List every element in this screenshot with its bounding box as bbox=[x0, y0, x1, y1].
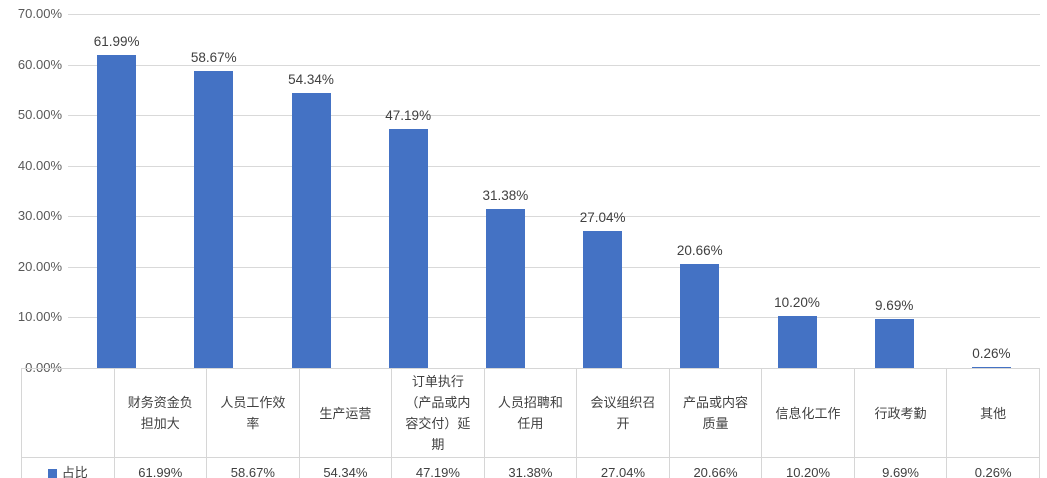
series-legend-label: 占比 bbox=[61, 464, 88, 478]
y-axis-tick-label: 50.00% bbox=[17, 107, 62, 123]
gridline bbox=[68, 317, 1040, 319]
bar-1 bbox=[97, 54, 137, 368]
bar-9 bbox=[874, 318, 914, 368]
series-value-cell: 20.66% bbox=[668, 457, 763, 478]
bar-7 bbox=[680, 263, 720, 368]
series-value-cell: 27.04% bbox=[576, 457, 670, 478]
bar-8 bbox=[777, 316, 817, 368]
y-axis-tick-label: 30.00% bbox=[17, 208, 62, 224]
bar-5 bbox=[485, 209, 525, 368]
bar-value-label: 58.67% bbox=[190, 50, 237, 66]
bar-value-label: 31.38% bbox=[482, 188, 529, 204]
table-corner-cell bbox=[21, 368, 115, 458]
bar-value-label: 61.99% bbox=[93, 33, 140, 49]
series-value-cell: 31.38% bbox=[483, 457, 578, 478]
y-axis-tick-label: 40.00% bbox=[17, 157, 62, 173]
category-header-cell: 订单执行（产品或内容交付）延期 bbox=[391, 368, 485, 458]
category-header-cell: 产品或内容质量 bbox=[668, 368, 763, 458]
y-axis-tick-label: 10.00% bbox=[17, 309, 62, 325]
category-header-cell: 其他 bbox=[946, 368, 1040, 458]
series-value-cell: 10.20% bbox=[761, 457, 855, 478]
bar-value-label: 10.20% bbox=[774, 295, 820, 311]
gridline bbox=[68, 266, 1040, 268]
category-header-cell: 生产运营 bbox=[298, 368, 393, 458]
y-axis-tick-label: 70.00% bbox=[17, 6, 62, 21]
series-legend-marker-icon bbox=[47, 468, 57, 478]
series-value-cell: 9.69% bbox=[853, 457, 948, 478]
y-axis-tick-label: 20.00% bbox=[17, 258, 62, 274]
gridline bbox=[68, 165, 1040, 167]
gridline bbox=[68, 14, 1040, 15]
bar-2 bbox=[194, 71, 234, 368]
bar-3 bbox=[291, 93, 331, 368]
gridline bbox=[68, 216, 1040, 218]
bar-value-label: 20.66% bbox=[676, 242, 723, 258]
series-value-cell: 0.26% bbox=[946, 457, 1040, 478]
series-value-cell: 61.99% bbox=[113, 457, 208, 478]
y-axis-tick-label: 60.00% bbox=[17, 56, 62, 72]
bar-value-label: 9.69% bbox=[875, 297, 914, 313]
category-header-cell: 信息化工作 bbox=[761, 368, 855, 458]
series-value-cell: 54.34% bbox=[298, 457, 393, 478]
bar-value-label: 54.34% bbox=[288, 72, 334, 88]
category-header-row: 财务资金负担加大 人员工作效率 生产运营 订单执行（产品或内容交付）延期 人员招聘和任用… bbox=[21, 368, 1040, 458]
bar-10 bbox=[971, 366, 1011, 368]
category-header-cell: 行政考勤 bbox=[853, 368, 948, 458]
gridline bbox=[68, 64, 1040, 66]
bar-value-label: 27.04% bbox=[579, 210, 626, 226]
series-value-cell: 47.19% bbox=[391, 457, 485, 478]
bar-4 bbox=[388, 129, 428, 368]
series-value-row: 占比 61.99% 58.67% 54.34% 47.19% 31.38% 27.04% 2… bbox=[21, 457, 1040, 478]
legend-cell: 占比 bbox=[21, 457, 115, 478]
category-header-cell: 财务资金负担加大 bbox=[113, 368, 208, 458]
category-header-cell: 人员工作效率 bbox=[206, 368, 300, 458]
category-header-cell: 会议组织召开 bbox=[576, 368, 670, 458]
gridline bbox=[68, 115, 1040, 117]
bar-value-label: 47.19% bbox=[385, 108, 432, 124]
bar-6 bbox=[583, 231, 623, 368]
bar-value-label: 0.26% bbox=[972, 345, 1011, 361]
data-table: 财务资金负担加大 人员工作效率 生产运营 订单执行（产品或内容交付）延期 人员招聘和任用… bbox=[21, 368, 1040, 478]
category-header-cell: 人员招聘和任用 bbox=[483, 368, 578, 458]
series-value-cell: 58.67% bbox=[206, 457, 300, 478]
